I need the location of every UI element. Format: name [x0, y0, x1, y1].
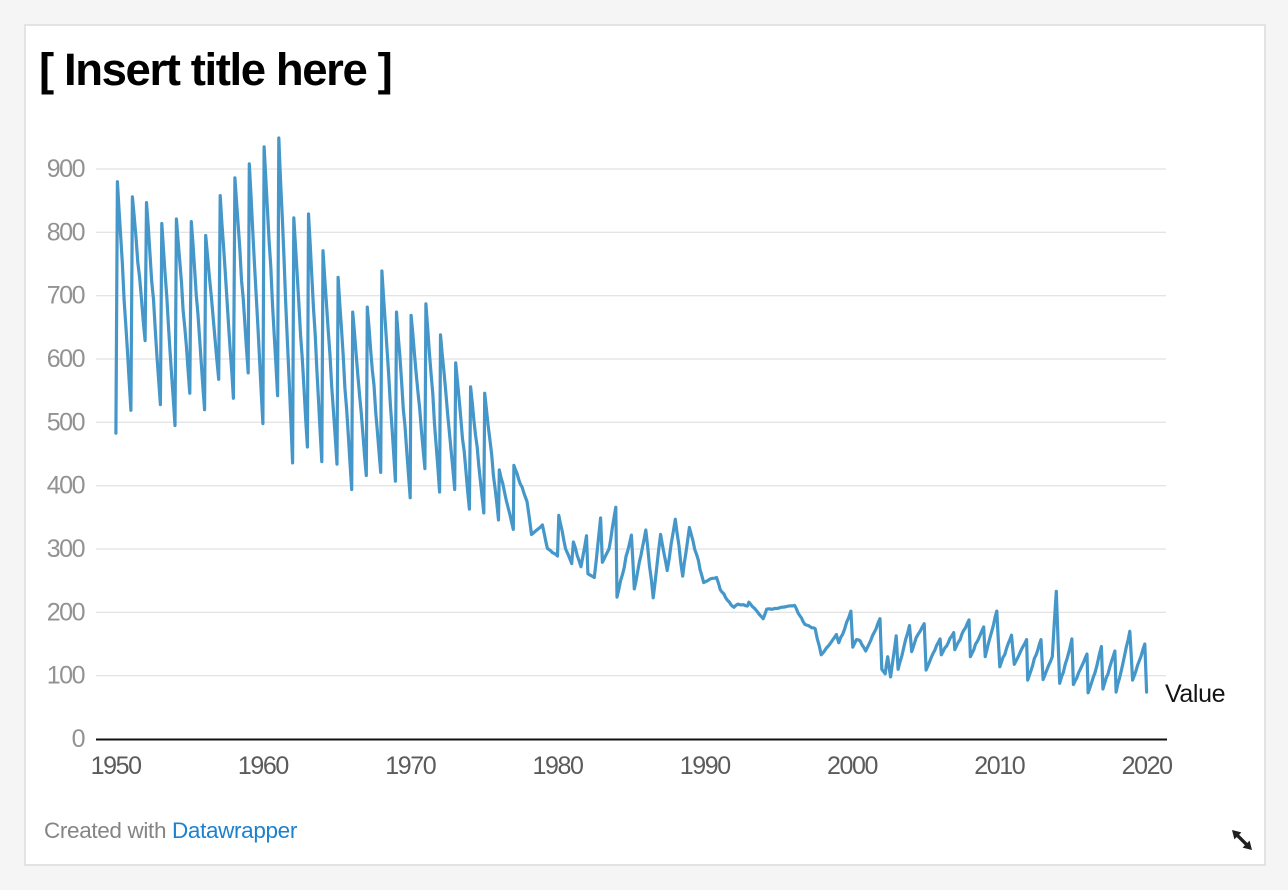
svg-text:500: 500 — [47, 408, 85, 436]
svg-text:200: 200 — [47, 598, 85, 626]
svg-text:1970: 1970 — [385, 752, 436, 780]
svg-text:900: 900 — [47, 155, 85, 183]
svg-text:100: 100 — [47, 662, 85, 690]
svg-text:700: 700 — [47, 282, 85, 310]
svg-text:1960: 1960 — [238, 752, 289, 780]
svg-text:400: 400 — [47, 472, 85, 500]
svg-text:Value: Value — [1165, 680, 1225, 708]
svg-text:0: 0 — [72, 725, 85, 753]
svg-text:2000: 2000 — [827, 752, 878, 780]
svg-text:600: 600 — [47, 345, 85, 373]
svg-text:2020: 2020 — [1122, 752, 1173, 780]
svg-text:1990: 1990 — [680, 752, 731, 780]
svg-text:800: 800 — [47, 218, 85, 246]
svg-text:2010: 2010 — [974, 752, 1025, 780]
svg-text:1950: 1950 — [91, 752, 142, 780]
svg-text:1980: 1980 — [532, 752, 583, 780]
svg-text:300: 300 — [47, 535, 85, 563]
